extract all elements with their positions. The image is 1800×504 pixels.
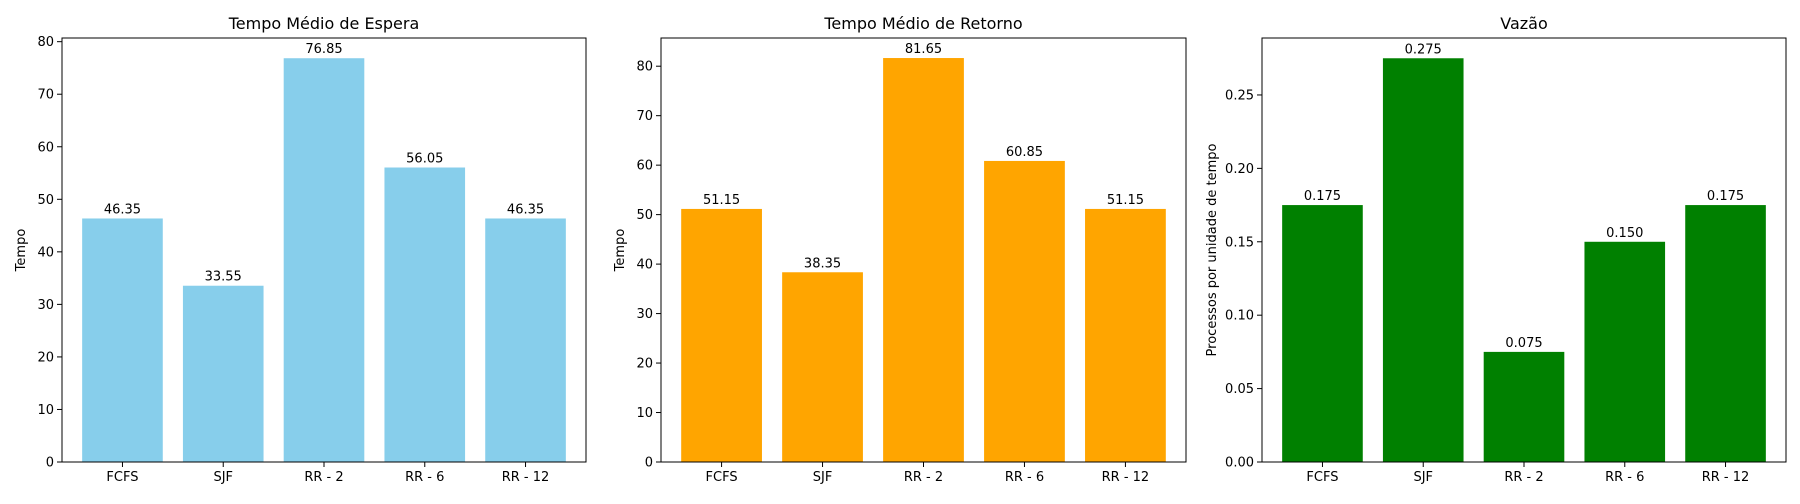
- y-axis-label: Processos por unidade de tempo: [1205, 144, 1220, 357]
- y-tick-label: 0.20: [1225, 162, 1254, 177]
- bar-4: [1584, 241, 1666, 462]
- x-tick-label: FCFS: [1306, 470, 1338, 485]
- y-axis-label: Tempo: [14, 229, 29, 273]
- y-axis-label: Tempo: [613, 229, 628, 273]
- bar-value-label: 56.05: [406, 152, 443, 167]
- bar-5: [485, 218, 566, 462]
- x-tick-label: FCFS: [706, 470, 738, 485]
- y-tick-label: 0.00: [1225, 456, 1254, 471]
- y-tick-label: 60: [37, 140, 54, 155]
- y-tick-label: 0.10: [1225, 309, 1254, 324]
- y-tick-label: 40: [37, 245, 54, 260]
- x-tick-label: RR - 6: [405, 470, 444, 485]
- y-tick-label: 80: [37, 35, 54, 50]
- x-tick-label: FCFS: [106, 470, 138, 485]
- x-tick-label: RR - 2: [904, 470, 943, 485]
- bar-value-label: 46.35: [507, 202, 544, 217]
- bar-value-label: 38.35: [804, 256, 841, 271]
- y-tick-label: 30: [37, 298, 54, 313]
- y-tick-label: 20: [636, 357, 653, 372]
- bar-value-label: 0.075: [1505, 336, 1542, 351]
- x-tick-label: RR - 6: [1005, 470, 1044, 485]
- y-tick-label: 70: [636, 109, 653, 124]
- bar-value-label: 0.175: [1707, 189, 1744, 204]
- y-tick-label: 20: [37, 350, 54, 365]
- bar-4: [984, 160, 1065, 462]
- y-tick-label: 0: [46, 456, 54, 471]
- bar-value-label: 46.35: [104, 202, 141, 217]
- bar-3: [883, 58, 964, 462]
- bar-value-label: 60.85: [1006, 145, 1043, 160]
- y-tick-label: 30: [636, 307, 653, 322]
- axes-frame: [660, 37, 1187, 463]
- axes-frame: [1261, 37, 1787, 463]
- bar-3: [1483, 351, 1565, 462]
- y-tick-label: 0.05: [1225, 382, 1254, 397]
- x-tick-label: RR - 2: [304, 470, 343, 485]
- bar-value-label: 0.150: [1606, 226, 1643, 241]
- chart-panel-2: 51.15 FCFS 38.35 SJF 81.65 RR - 2 60.85 RR - 6 5…: [613, 14, 1187, 485]
- bar-value-label: 51.15: [703, 193, 740, 208]
- bar-value-label: 0.175: [1304, 189, 1341, 204]
- y-tick-label: 60: [636, 159, 653, 174]
- y-tick-label: 10: [37, 403, 54, 418]
- chart-panel-1: 46.35 FCFS 33.55 SJF 76.85 RR - 2 56.05 RR - 6 4…: [14, 14, 587, 485]
- x-tick-label: RR - 2: [1504, 470, 1543, 485]
- y-tick-label: 50: [37, 193, 54, 208]
- bar-value-label: 81.65: [905, 42, 942, 57]
- chart-title: Vazão: [1500, 14, 1548, 33]
- bar-3: [283, 58, 365, 463]
- x-tick-label: RR - 12: [1702, 470, 1750, 485]
- y-tick-label: 0: [645, 456, 653, 471]
- bar-1: [681, 208, 762, 462]
- bar-value-label: 76.85: [305, 42, 342, 57]
- bar-1: [1282, 205, 1363, 462]
- y-tick-label: 0.25: [1225, 88, 1254, 103]
- bar-2: [182, 285, 264, 462]
- x-tick-label: RR - 6: [1605, 470, 1644, 485]
- bar-4: [384, 167, 466, 462]
- axes-frame: [61, 37, 587, 463]
- x-tick-label: SJF: [813, 470, 833, 485]
- bar-5: [1085, 208, 1166, 462]
- bar-5: [1685, 205, 1766, 462]
- bar-value-label: 33.55: [205, 270, 242, 285]
- y-tick-label: 10: [636, 406, 653, 421]
- chart-title: Tempo Médio de Espera: [228, 14, 420, 33]
- chart-panel-3: 0.175 FCFS 0.275 SJF 0.075 RR - 2 0.150 RR - 6 0…: [1205, 14, 1787, 485]
- y-tick-label: 40: [636, 258, 653, 273]
- bar-1: [82, 218, 163, 462]
- y-tick-label: 80: [636, 60, 653, 75]
- y-tick-label: 0.15: [1225, 235, 1254, 250]
- x-tick-label: RR - 12: [502, 470, 550, 485]
- x-tick-label: SJF: [213, 470, 233, 485]
- x-tick-label: SJF: [1413, 470, 1433, 485]
- bar-value-label: 51.15: [1107, 193, 1144, 208]
- chart-title: Tempo Médio de Retorno: [823, 14, 1022, 33]
- bar-value-label: 0.275: [1405, 42, 1442, 57]
- y-tick-label: 50: [636, 208, 653, 223]
- y-tick-label: 70: [37, 88, 54, 103]
- bar-2: [1382, 58, 1464, 463]
- bar-2: [782, 272, 863, 462]
- x-tick-label: RR - 12: [1102, 470, 1150, 485]
